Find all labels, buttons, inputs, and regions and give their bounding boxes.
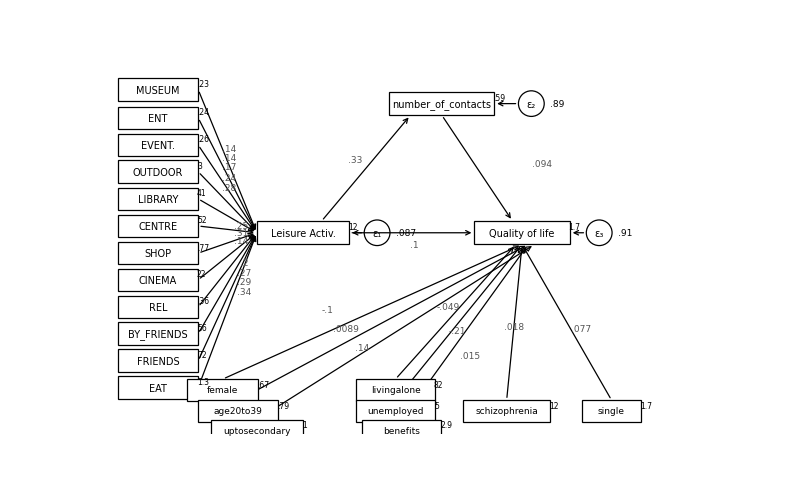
Text: -.049: -.049 — [436, 302, 459, 311]
FancyBboxPatch shape — [118, 350, 198, 372]
Text: CINEMA: CINEMA — [139, 275, 178, 285]
Text: .0089: .0089 — [334, 325, 359, 334]
Text: .094: .094 — [533, 159, 552, 168]
Text: 22: 22 — [197, 270, 206, 279]
Text: 5: 5 — [434, 401, 439, 410]
FancyBboxPatch shape — [474, 222, 570, 245]
Text: .018: .018 — [504, 323, 524, 332]
FancyBboxPatch shape — [389, 93, 494, 116]
Text: Quality of life: Quality of life — [490, 228, 555, 238]
Text: .36: .36 — [197, 297, 209, 306]
Text: age20to39: age20to39 — [214, 407, 263, 415]
Text: MUSEUM: MUSEUM — [136, 85, 180, 96]
Text: .24: .24 — [222, 174, 236, 183]
Text: 56: 56 — [197, 324, 207, 332]
Text: ε₁: ε₁ — [373, 228, 382, 238]
Text: .015: .015 — [459, 351, 480, 360]
Text: -.21: -.21 — [449, 326, 466, 335]
Text: LIBRARY: LIBRARY — [138, 195, 178, 204]
Text: .28: .28 — [222, 183, 236, 193]
FancyBboxPatch shape — [118, 79, 198, 102]
Text: .24: .24 — [197, 108, 209, 117]
Text: .14: .14 — [222, 154, 236, 163]
Text: 12: 12 — [348, 223, 357, 231]
Text: number_of_contacts: number_of_contacts — [392, 99, 491, 110]
Text: .14: .14 — [354, 344, 369, 352]
Text: 3: 3 — [197, 162, 202, 171]
Text: ε₂: ε₂ — [527, 100, 536, 109]
FancyBboxPatch shape — [257, 222, 349, 245]
Text: 2.9: 2.9 — [440, 421, 452, 429]
Text: .2: .2 — [240, 259, 248, 268]
FancyBboxPatch shape — [210, 420, 303, 441]
Text: EAT: EAT — [149, 383, 167, 393]
Text: ε₃: ε₃ — [595, 228, 604, 238]
Text: 1.7: 1.7 — [640, 401, 652, 410]
Text: 12: 12 — [549, 401, 559, 410]
FancyBboxPatch shape — [118, 135, 198, 157]
Text: .67: .67 — [257, 380, 269, 389]
Text: CENTRE: CENTRE — [139, 222, 178, 231]
FancyBboxPatch shape — [356, 400, 435, 422]
FancyBboxPatch shape — [118, 376, 198, 399]
FancyBboxPatch shape — [356, 379, 435, 401]
FancyBboxPatch shape — [118, 215, 198, 238]
Text: .1: .1 — [410, 240, 419, 249]
FancyBboxPatch shape — [582, 400, 641, 422]
FancyBboxPatch shape — [118, 269, 198, 291]
Text: .23: .23 — [197, 80, 209, 89]
Text: single: single — [598, 407, 625, 415]
Text: 72: 72 — [197, 350, 207, 360]
Text: .14: .14 — [222, 144, 236, 153]
Text: 1: 1 — [302, 421, 306, 429]
Text: FRIENDS: FRIENDS — [137, 356, 179, 366]
FancyBboxPatch shape — [198, 400, 279, 422]
Text: REL: REL — [149, 303, 167, 312]
Text: .77: .77 — [197, 243, 209, 252]
Text: livingalone: livingalone — [371, 386, 420, 394]
Text: .31: .31 — [234, 229, 248, 238]
Text: EVENT.: EVENT. — [141, 141, 175, 151]
FancyBboxPatch shape — [118, 107, 198, 130]
FancyBboxPatch shape — [187, 379, 259, 401]
FancyBboxPatch shape — [462, 400, 551, 422]
Text: .077: .077 — [571, 325, 591, 334]
Text: uptosecondary: uptosecondary — [223, 426, 291, 435]
Text: .79: .79 — [277, 401, 289, 410]
Text: female: female — [207, 386, 239, 394]
Text: .17: .17 — [222, 163, 236, 172]
Text: .34: .34 — [237, 288, 252, 297]
Text: -.1: -.1 — [322, 306, 334, 315]
FancyBboxPatch shape — [118, 188, 198, 211]
FancyBboxPatch shape — [118, 296, 198, 319]
Text: .59: .59 — [493, 94, 505, 102]
Text: unemployed: unemployed — [368, 407, 423, 415]
Text: 1.3: 1.3 — [197, 377, 209, 386]
Text: .26: .26 — [197, 135, 209, 144]
Text: .14: .14 — [234, 236, 248, 245]
Text: SHOP: SHOP — [145, 248, 172, 259]
Text: BY_FRIENDS: BY_FRIENDS — [128, 328, 188, 340]
Text: .087: .087 — [396, 229, 416, 238]
Text: schizophrenia: schizophrenia — [475, 407, 538, 415]
FancyBboxPatch shape — [362, 420, 441, 441]
Text: .29: .29 — [237, 278, 252, 286]
Text: Leisure Activ.: Leisure Activ. — [271, 228, 336, 238]
Text: .33: .33 — [349, 156, 363, 164]
FancyBboxPatch shape — [118, 243, 198, 265]
Text: 1.7: 1.7 — [568, 223, 580, 231]
Text: .27: .27 — [237, 268, 252, 277]
Text: .89: .89 — [550, 100, 564, 109]
FancyBboxPatch shape — [118, 161, 198, 183]
Text: 82: 82 — [434, 380, 443, 389]
Text: benefits: benefits — [384, 426, 420, 435]
Text: OUTDOOR: OUTDOOR — [133, 167, 183, 178]
Text: ENT: ENT — [148, 114, 168, 123]
FancyBboxPatch shape — [118, 323, 198, 346]
Text: 52: 52 — [197, 216, 207, 225]
Text: .91: .91 — [618, 229, 633, 238]
Text: 41: 41 — [197, 189, 207, 198]
Text: .25: .25 — [234, 221, 248, 230]
